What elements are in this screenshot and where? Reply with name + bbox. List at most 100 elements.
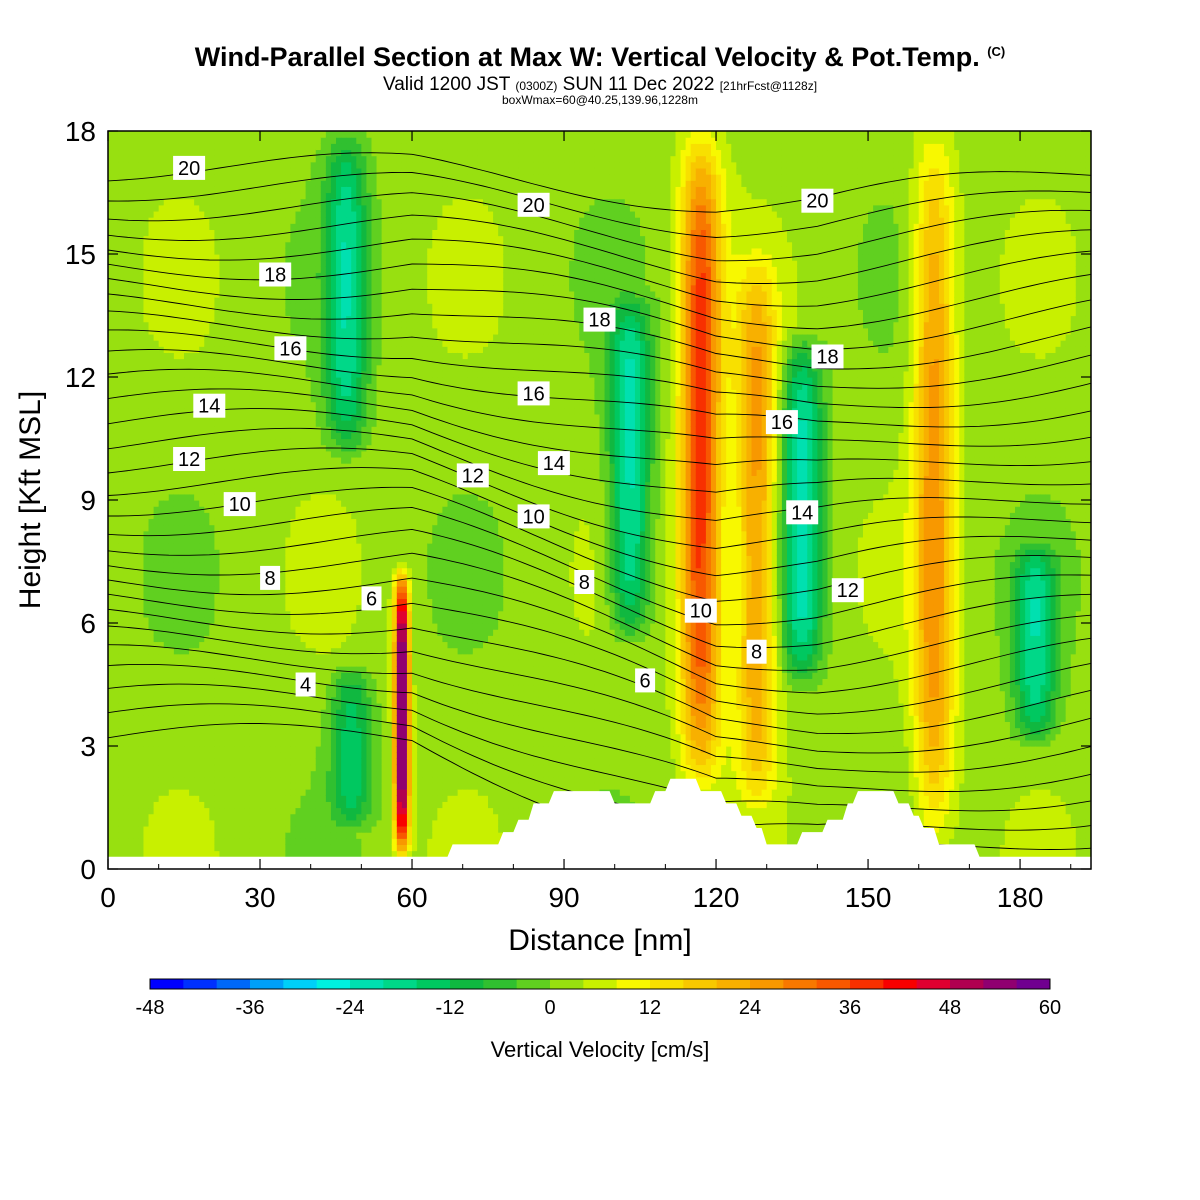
field-cell xyxy=(163,475,170,483)
field-cell xyxy=(310,383,317,390)
field-cell xyxy=(295,241,302,249)
field-cell xyxy=(128,450,134,458)
field-cell xyxy=(310,180,317,187)
field-cell xyxy=(224,395,231,403)
field-cell xyxy=(133,290,140,298)
field-cell xyxy=(199,733,205,741)
field-cell xyxy=(143,149,150,157)
field-cell xyxy=(178,493,185,501)
field-cell xyxy=(153,739,160,747)
field-cell xyxy=(178,370,185,378)
field-cell xyxy=(163,709,170,716)
field-cell xyxy=(184,844,190,852)
field-cell xyxy=(178,727,185,735)
field-cell xyxy=(305,327,312,335)
field-cell xyxy=(133,752,140,759)
field-cell xyxy=(300,432,307,440)
field-cell xyxy=(214,746,221,753)
field-cell xyxy=(315,801,322,809)
field-cell xyxy=(189,672,195,679)
field-cell xyxy=(254,413,261,421)
field-cell xyxy=(295,518,302,526)
field-cell xyxy=(108,137,114,144)
field-cell xyxy=(189,186,195,194)
field-cell xyxy=(219,438,226,446)
field-cell xyxy=(270,432,276,440)
field-cell xyxy=(254,401,261,409)
field-cell xyxy=(265,456,271,464)
field-cell xyxy=(214,776,221,784)
field-cell xyxy=(128,321,134,329)
field-cell xyxy=(229,629,236,636)
field-cell xyxy=(260,469,266,476)
field-cell xyxy=(285,444,292,452)
field-cell xyxy=(280,198,286,206)
field-cell xyxy=(234,149,241,157)
field-cell xyxy=(300,438,307,446)
field-cell xyxy=(275,377,281,384)
field-cell xyxy=(229,413,236,421)
field-cell xyxy=(168,678,175,686)
field-cell xyxy=(168,333,175,341)
field-cell xyxy=(214,684,221,692)
field-cell xyxy=(300,235,307,243)
field-cell xyxy=(204,438,210,446)
field-cell xyxy=(108,309,114,317)
field-cell xyxy=(305,229,312,237)
field-cell xyxy=(113,579,119,587)
field-cell xyxy=(224,272,231,280)
field-cell xyxy=(254,819,261,827)
field-cell xyxy=(178,260,185,267)
field-cell xyxy=(173,272,180,280)
field-cell xyxy=(118,352,124,360)
field-cell xyxy=(244,229,251,237)
field-cell xyxy=(310,432,317,440)
field-cell xyxy=(249,487,256,495)
field-cell xyxy=(254,616,261,624)
field-cell xyxy=(128,758,134,766)
field-cell xyxy=(214,131,221,138)
field-cell xyxy=(168,131,175,138)
field-cell xyxy=(108,500,114,507)
field-cell xyxy=(285,395,292,403)
field-cell xyxy=(290,327,297,335)
field-cell xyxy=(143,770,150,778)
field-cell xyxy=(295,561,302,569)
field-cell xyxy=(189,838,195,845)
field-cell xyxy=(168,174,175,181)
field-cell xyxy=(310,247,317,255)
field-cell xyxy=(143,407,150,415)
field-cell xyxy=(234,604,241,612)
field-cell xyxy=(148,592,155,599)
field-cell xyxy=(270,223,276,230)
field-cell xyxy=(234,389,241,397)
field-cell xyxy=(194,702,200,710)
field-cell xyxy=(178,377,185,384)
field-cell xyxy=(189,592,195,599)
field-cell xyxy=(113,426,119,433)
field-cell xyxy=(249,684,256,692)
field-cell xyxy=(118,247,124,255)
field-cell xyxy=(249,180,256,187)
field-cell xyxy=(108,192,114,200)
field-cell xyxy=(194,512,200,520)
field-cell xyxy=(265,807,271,815)
field-cell xyxy=(108,346,114,353)
field-cell xyxy=(189,401,195,409)
field-cell xyxy=(138,167,145,175)
field-cell xyxy=(219,315,226,323)
field-cell xyxy=(158,407,165,415)
field-cell xyxy=(229,561,236,569)
field-cell xyxy=(189,340,195,347)
field-cell xyxy=(305,161,312,169)
field-cell xyxy=(163,383,170,390)
field-cell xyxy=(209,604,216,612)
copyright-mark: (C) xyxy=(987,44,1005,59)
field-cell xyxy=(138,389,145,397)
field-cell xyxy=(138,395,145,403)
field-cell xyxy=(209,825,216,833)
field-cell xyxy=(199,610,205,618)
field-cell xyxy=(118,782,124,790)
field-cell xyxy=(270,481,276,489)
field-cell xyxy=(260,426,266,433)
